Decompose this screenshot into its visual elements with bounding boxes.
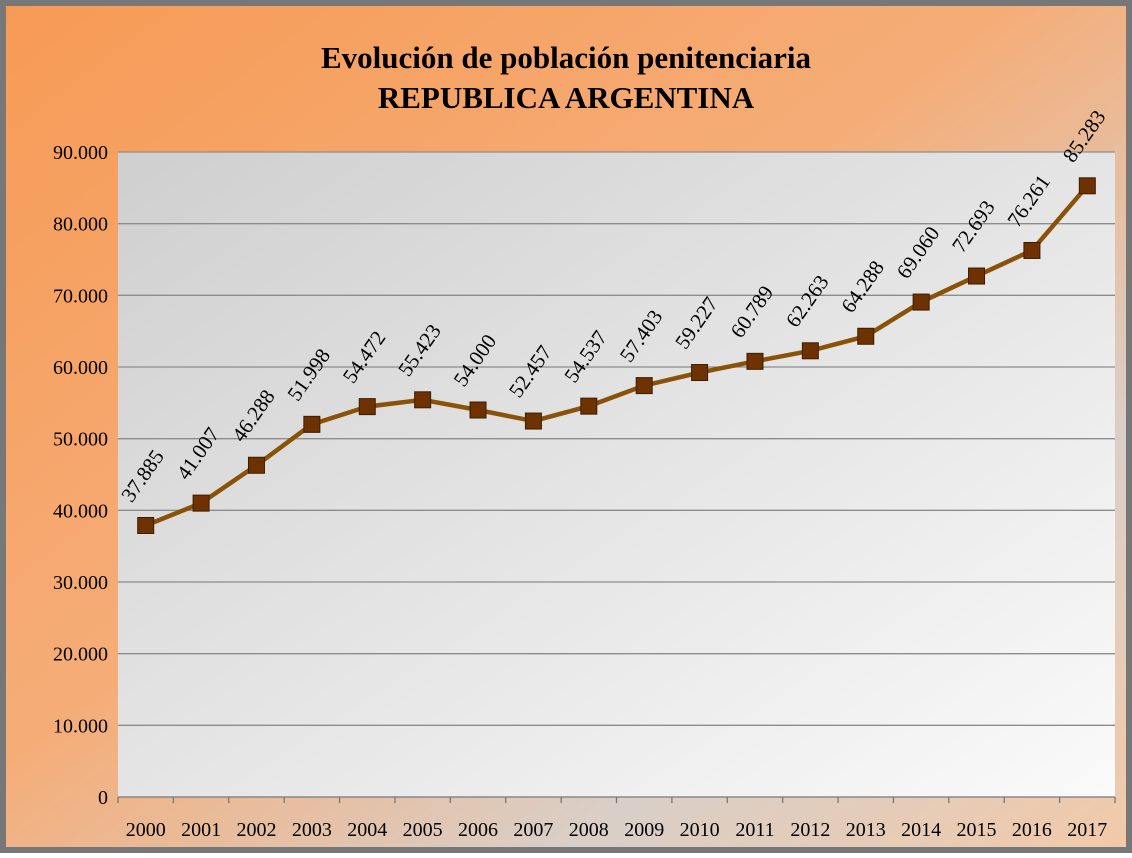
marker xyxy=(580,397,598,415)
x-tick-label: 2012 xyxy=(790,819,830,841)
marker xyxy=(137,516,155,534)
x-tick-label: 2003 xyxy=(292,819,332,841)
marker xyxy=(801,342,819,360)
y-tick-label: 0 xyxy=(98,787,108,809)
marker xyxy=(968,267,986,285)
x-tick-label: 2013 xyxy=(846,819,886,841)
x-tick-label: 2001 xyxy=(181,819,221,841)
x-tick-label: 2015 xyxy=(957,819,997,841)
x-tick-label: 2004 xyxy=(347,819,387,841)
y-tick-label: 60.000 xyxy=(53,357,108,379)
x-tick-label: 2007 xyxy=(513,819,553,841)
marker xyxy=(746,352,764,370)
y-tick-label: 10.000 xyxy=(53,715,108,737)
y-tick-label: 50.000 xyxy=(53,429,108,451)
x-tick-label: 2017 xyxy=(1067,819,1107,841)
marker xyxy=(469,401,487,419)
plot-area xyxy=(118,152,1115,797)
marker xyxy=(1078,177,1096,195)
marker xyxy=(635,377,653,395)
marker xyxy=(192,494,210,512)
chart-subtitle: REPUBLICA ARGENTINA xyxy=(378,80,755,115)
x-tick-label: 2006 xyxy=(458,819,498,841)
marker xyxy=(303,415,321,433)
x-tick-label: 2010 xyxy=(680,819,720,841)
x-tick-label: 2000 xyxy=(126,819,166,841)
x-tick-label: 2011 xyxy=(735,819,774,841)
y-tick-label: 20.000 xyxy=(53,644,108,666)
x-tick-label: 2016 xyxy=(1012,819,1052,841)
x-tick-label: 2009 xyxy=(624,819,664,841)
x-tick-label: 2002 xyxy=(236,819,276,841)
marker xyxy=(524,412,542,430)
y-tick-label: 70.000 xyxy=(53,285,108,307)
chart-title: Evolución de población penitenciaria xyxy=(321,40,812,75)
y-tick-label: 40.000 xyxy=(53,500,108,522)
y-tick-label: 80.000 xyxy=(53,214,108,236)
marker xyxy=(414,391,432,409)
x-tick-label: 2005 xyxy=(403,819,443,841)
marker xyxy=(912,293,930,311)
marker xyxy=(358,398,376,416)
x-tick-label: 2008 xyxy=(569,819,609,841)
y-tick-label: 30.000 xyxy=(53,572,108,594)
marker xyxy=(247,456,265,474)
x-tick-label: 2014 xyxy=(901,819,941,841)
line xyxy=(144,184,1090,528)
marker xyxy=(691,364,709,382)
y-tick-label: 90.000 xyxy=(53,142,108,164)
marker xyxy=(857,327,875,345)
marker xyxy=(1023,241,1041,259)
